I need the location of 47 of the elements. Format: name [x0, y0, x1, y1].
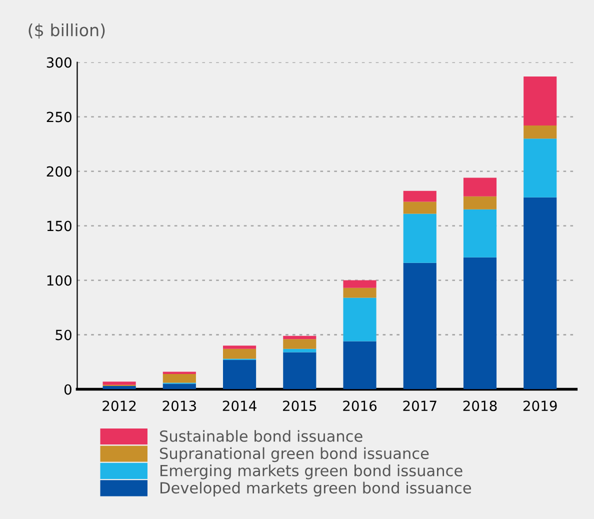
bar — [223, 346, 256, 349]
bar — [343, 280, 376, 288]
x-tick-label: 2012 — [102, 400, 136, 412]
y-tick-label: 50 — [56, 330, 72, 340]
bar — [524, 76, 557, 126]
y-tick-label: 0 — [64, 384, 72, 395]
bar — [283, 336, 316, 340]
x-tick-label: 2019 — [523, 400, 557, 412]
bar — [403, 214, 436, 263]
bar — [283, 348, 316, 352]
bar — [223, 348, 256, 359]
y-tick-label: 100 — [47, 275, 72, 286]
bar — [403, 190, 436, 202]
bar — [283, 339, 316, 349]
y-axis-title: ($ billion) — [28, 23, 105, 39]
bar — [162, 374, 196, 383]
x-tick-label: 2018 — [463, 400, 497, 412]
legend-label: Sustainable bond issuance — [160, 430, 362, 442]
y-tick-label: 250 — [46, 112, 72, 122]
bar — [283, 352, 316, 390]
x-tick-label: 2014 — [222, 400, 256, 412]
bar — [102, 382, 136, 385]
x-tick-label: 2016 — [343, 400, 377, 412]
bar — [162, 384, 196, 390]
legend-label: Developed markets green bond issuance — [160, 482, 472, 497]
bar — [463, 196, 497, 210]
legend-label: Emerging markets green bond issuance — [160, 464, 462, 480]
bar — [463, 257, 497, 390]
bar — [463, 178, 497, 196]
bar — [403, 202, 436, 214]
bar — [223, 360, 256, 390]
bar — [524, 197, 557, 390]
y-tick-label: 200 — [46, 166, 72, 177]
x-tick-label: 2015 — [282, 400, 316, 412]
x-tick-label: 2013 — [162, 400, 196, 412]
y-tick-label: 300 — [46, 57, 72, 68]
bar — [343, 341, 376, 390]
bar — [463, 209, 497, 258]
legend-label: Supranational green bond issuance — [160, 447, 429, 462]
y-tick-label: 150 — [47, 220, 72, 232]
bar — [343, 288, 376, 298]
bar — [102, 386, 136, 390]
bar — [524, 138, 557, 198]
bar — [524, 125, 557, 139]
x-tick-label: 2017 — [403, 400, 436, 412]
bar — [343, 298, 376, 342]
bar — [403, 262, 436, 390]
